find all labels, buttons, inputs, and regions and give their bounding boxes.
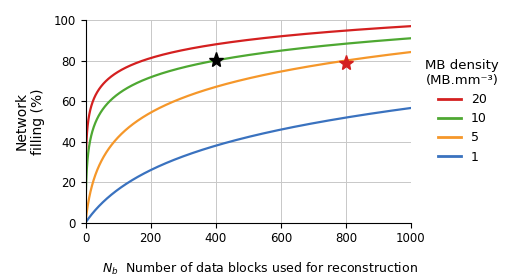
Text: $N_b$  Number of data blocks used for reconstruction: $N_b$ Number of data blocks used for rec… <box>102 261 418 277</box>
Legend: 20, 10, 5, 1: 20, 10, 5, 1 <box>421 54 504 169</box>
Y-axis label: Network
filling (%): Network filling (%) <box>15 88 45 155</box>
